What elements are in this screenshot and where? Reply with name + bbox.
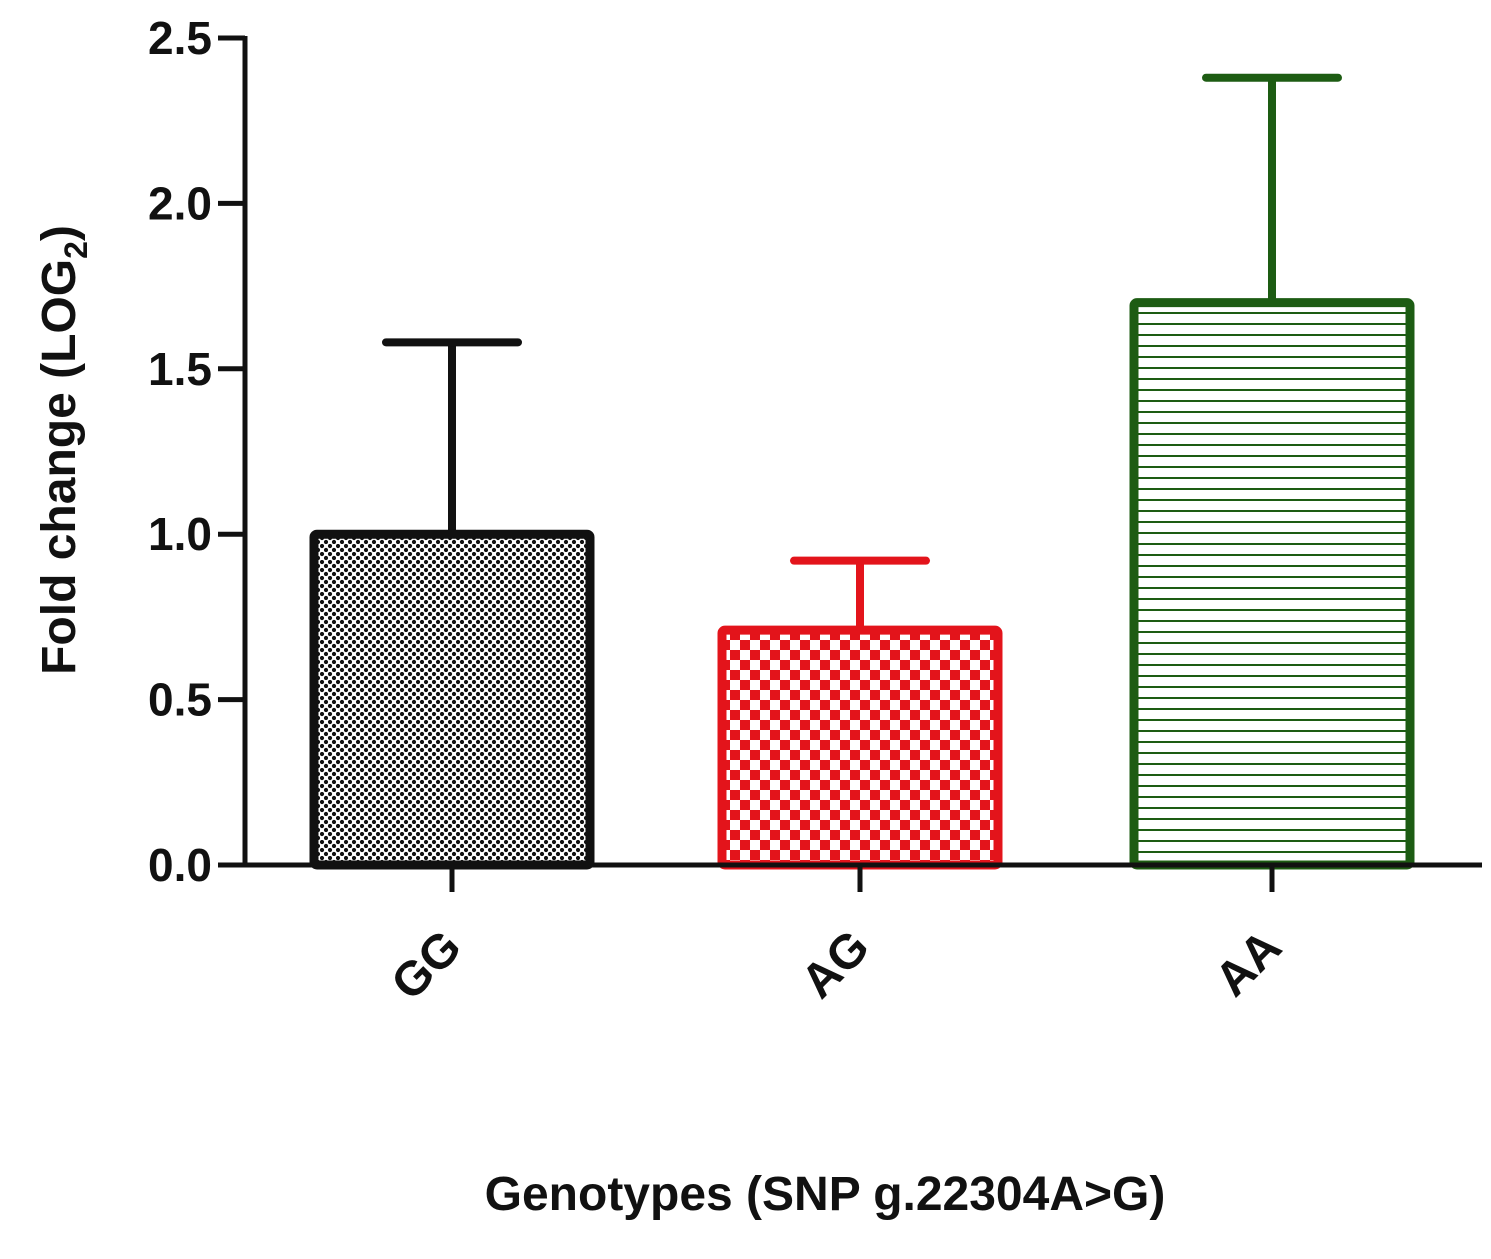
bar-AG (717, 625, 1003, 870)
x-tick-label: GG (382, 920, 472, 1010)
y-tick-label: 0.5 (148, 674, 212, 726)
y-tick-label: 2.0 (148, 177, 212, 229)
y-axis-label: Fold change (LOG2) (33, 225, 94, 675)
x-tick-label: AG (791, 920, 879, 1008)
y-tick-label: 1.0 (148, 508, 212, 560)
x-axis-label: Genotypes (SNP g.22304A>G) (485, 1168, 1166, 1221)
bars-layer (309, 73, 1415, 870)
x-tick-label: AA (1205, 920, 1291, 1006)
bar-AA (1129, 298, 1415, 870)
y-tick-label: 2.5 (148, 12, 212, 64)
y-tick-label: 1.5 (148, 343, 212, 395)
bar-GG (309, 529, 595, 870)
y-tick-label: 0.0 (148, 839, 212, 891)
